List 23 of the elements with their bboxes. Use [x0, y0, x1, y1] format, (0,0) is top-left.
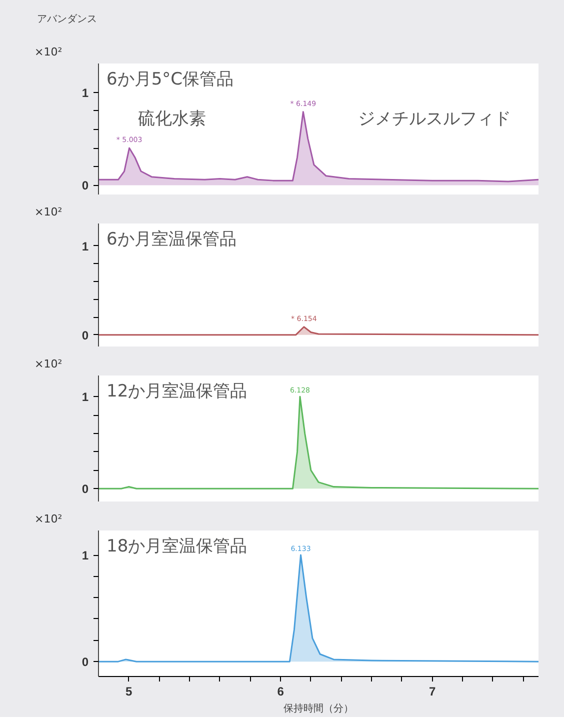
y-tick-label: 0	[82, 655, 89, 670]
y-tick-label: 1	[82, 548, 89, 563]
y-tick-label: 0	[82, 178, 89, 193]
text: ×10²	[34, 46, 62, 58]
chart-title: 6か月室温保管品	[106, 230, 236, 250]
annotation: 硫化水素	[138, 109, 206, 129]
chart-title: 12か月室温保管品	[106, 382, 248, 402]
y-tick-label: 0	[82, 482, 89, 496]
y-axis-title: アバンダンス	[37, 13, 97, 27]
text: ×10²	[34, 358, 62, 370]
annotation: ジメチルスルフィド	[358, 109, 512, 129]
x-tick-label: 6	[277, 684, 284, 698]
y-tick-label: 1	[82, 390, 89, 404]
chart-title: 18か月室温保管品	[106, 536, 248, 556]
y-tick-label: 1	[82, 86, 89, 100]
text: ×10²	[34, 206, 62, 218]
text: ×10²	[34, 512, 62, 526]
x-tick-label: 5	[126, 684, 133, 698]
y-tick-label: 1	[82, 239, 89, 254]
chart-title: 6か月5°C保管品	[106, 70, 234, 90]
x-axis-title: 保持時間（分）	[284, 702, 354, 714]
y-tick-label: 0	[82, 328, 89, 342]
x-tick-label: 7	[428, 684, 436, 698]
